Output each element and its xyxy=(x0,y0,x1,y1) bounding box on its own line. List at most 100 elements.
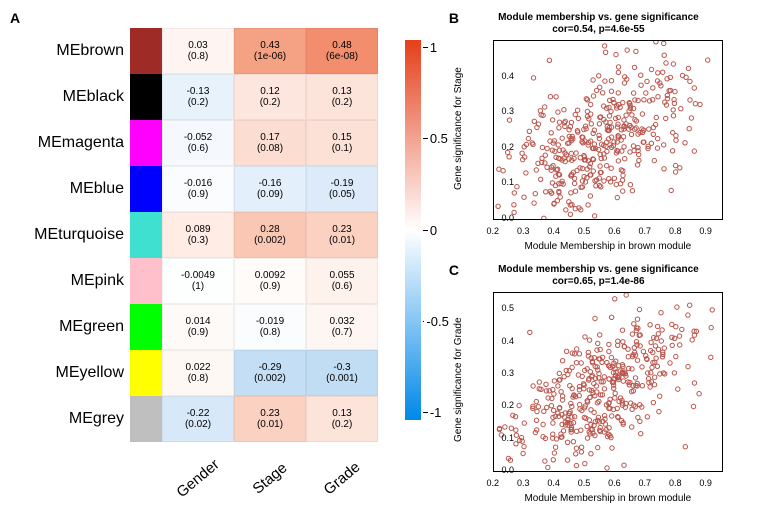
x-tick: 0.7 xyxy=(639,478,652,488)
x-tick: 0.4 xyxy=(547,226,560,236)
panel-c-xlabel: Module Membership in brown module xyxy=(493,493,723,504)
x-tick: 0.2 xyxy=(487,478,500,488)
row-label: MEmagenta xyxy=(20,120,130,166)
x-tick: 0.9 xyxy=(699,226,712,236)
heatmap-cell: -0.019(0.8) xyxy=(234,304,306,350)
panel-c-svg xyxy=(494,293,722,471)
x-tick: 0.5 xyxy=(578,478,591,488)
heatmap-cell: -0.016(0.9) xyxy=(162,166,234,212)
heatmap-cell: -0.22(0.02) xyxy=(162,396,234,442)
heatmap-cell: 0.022(0.8) xyxy=(162,350,234,396)
panel-b-title2: cor=0.54, p=4.6e-55 xyxy=(552,24,644,35)
panel-b-svg xyxy=(494,41,722,219)
panel-c-title1: Module membership vs. gene significance xyxy=(498,264,699,275)
panel-b-title: Module membership vs. gene significance … xyxy=(449,12,748,36)
row-label: MEpink xyxy=(20,258,130,304)
heatmap-cell: 0.43(1e-06) xyxy=(234,28,306,74)
panel-c-title2: cor=0.65, p=1.4e-86 xyxy=(552,276,644,287)
heatmap-cell: 0.23(0.01) xyxy=(234,396,306,442)
y-tick: 0.2 xyxy=(501,142,514,152)
colorbar-tick: 1 xyxy=(423,40,449,55)
row-label: MEgreen xyxy=(20,304,130,350)
panel-c-ylabel: Gene significance for Grade xyxy=(453,317,464,442)
panel-c-label: C xyxy=(449,262,459,278)
y-tick: 0.5 xyxy=(501,303,514,313)
module-color-cell xyxy=(130,212,162,258)
x-tick: 0.6 xyxy=(608,478,621,488)
heatmap-cell: 0.13(0.2) xyxy=(306,396,378,442)
heatmap-cell: 0.17(0.08) xyxy=(234,120,306,166)
row-label: MEblack xyxy=(20,74,130,120)
panel-c: C Module membership vs. gene significanc… xyxy=(449,262,748,506)
heatmap-cell: -0.052(0.6) xyxy=(162,120,234,166)
heatmap-cell: -0.3(0.001) xyxy=(306,350,378,396)
heatmap-cell: 0.032(0.7) xyxy=(306,304,378,350)
row-label: MEturquoise xyxy=(20,212,130,258)
heatmap-cell: -0.13(0.2) xyxy=(162,74,234,120)
panel-b: B Module membership vs. gene significanc… xyxy=(449,10,748,254)
x-tick: 0.7 xyxy=(639,226,652,236)
heatmap-cell: -0.19(0.05) xyxy=(306,166,378,212)
colorbar-tick: -1 xyxy=(423,405,449,420)
y-tick: 0.1 xyxy=(501,177,514,187)
x-tick: 0.4 xyxy=(547,478,560,488)
heatmap-cell: 0.28(0.002) xyxy=(234,212,306,258)
colorbar xyxy=(405,40,421,420)
heatmap-cell: 0.089(0.3) xyxy=(162,212,234,258)
row-label: MEbrown xyxy=(20,28,130,74)
heatmap-cell: 0.055(0.6) xyxy=(306,258,378,304)
heatmap-cell: 0.0092(0.9) xyxy=(234,258,306,304)
y-tick: 0.0 xyxy=(501,213,514,223)
heatmap-cell: -0.0049(1) xyxy=(162,258,234,304)
module-color-cell xyxy=(130,28,162,74)
column-label: Grade xyxy=(309,449,375,508)
y-tick: 0.4 xyxy=(501,336,514,346)
row-label: MEgrey xyxy=(20,396,130,442)
column-label: Gender xyxy=(165,449,231,508)
module-color-cell xyxy=(130,74,162,120)
y-tick: 0.3 xyxy=(501,106,514,116)
panel-b-title1: Module membership vs. gene significance xyxy=(498,12,699,23)
heatmap-cell: 0.03(0.8) xyxy=(162,28,234,74)
heatmap-cell: -0.29(0.002) xyxy=(234,350,306,396)
x-tick: 0.9 xyxy=(699,478,712,488)
panel-b-label: B xyxy=(449,10,459,26)
colorbar-tick: -0.5 xyxy=(423,314,449,329)
x-tick: 0.6 xyxy=(608,226,621,236)
heatmap-grid: 0.03(0.8)0.43(1e-06)0.48(6e-08) -0.13(0.2… xyxy=(162,28,378,442)
heatmap: MEbrownMEblackMEmagentaMEblueMEturquoise… xyxy=(20,28,378,442)
heatmap-cell: -0.16(0.09) xyxy=(234,166,306,212)
x-tick: 0.3 xyxy=(517,226,530,236)
heatmap-cell: 0.23(0.01) xyxy=(306,212,378,258)
heatmap-cell: 0.48(6e-08) xyxy=(306,28,378,74)
panel-b-ylabel: Gene significance for Stage xyxy=(453,67,464,190)
module-color-cell xyxy=(130,350,162,396)
column-labels: GenderStageGrade xyxy=(162,470,378,487)
x-tick: 0.8 xyxy=(669,478,682,488)
colorbar-ticks: 1 0.5 0 -0.5 -1 xyxy=(423,40,449,420)
y-tick: 0.3 xyxy=(501,368,514,378)
panel-c-title: Module membership vs. gene significance … xyxy=(449,264,748,288)
y-tick: 0.1 xyxy=(501,433,514,443)
heatmap-cell: 0.13(0.2) xyxy=(306,74,378,120)
panel-a-label: A xyxy=(10,10,20,26)
column-label: Stage xyxy=(237,449,303,508)
module-color-cell xyxy=(130,304,162,350)
module-color-cell xyxy=(130,396,162,442)
y-tick: 0.0 xyxy=(501,465,514,475)
panel-b-xlabel: Module Membership in brown module xyxy=(493,241,723,252)
right-panels: B Module membership vs. gene significanc… xyxy=(449,10,748,507)
colorbar-tick: 0.5 xyxy=(423,131,449,146)
colorbar-tick: 0 xyxy=(423,223,449,238)
module-color-cell xyxy=(130,258,162,304)
x-tick: 0.2 xyxy=(487,226,500,236)
heatmap-cell: 0.15(0.1) xyxy=(306,120,378,166)
module-color-cell xyxy=(130,120,162,166)
heatmap-cell: 0.12(0.2) xyxy=(234,74,306,120)
row-label: MEblue xyxy=(20,166,130,212)
panel-b-plot xyxy=(493,40,723,220)
row-label: MEyellow xyxy=(20,350,130,396)
x-tick: 0.3 xyxy=(517,478,530,488)
y-tick: 0.2 xyxy=(501,400,514,410)
module-color-column xyxy=(130,28,162,442)
